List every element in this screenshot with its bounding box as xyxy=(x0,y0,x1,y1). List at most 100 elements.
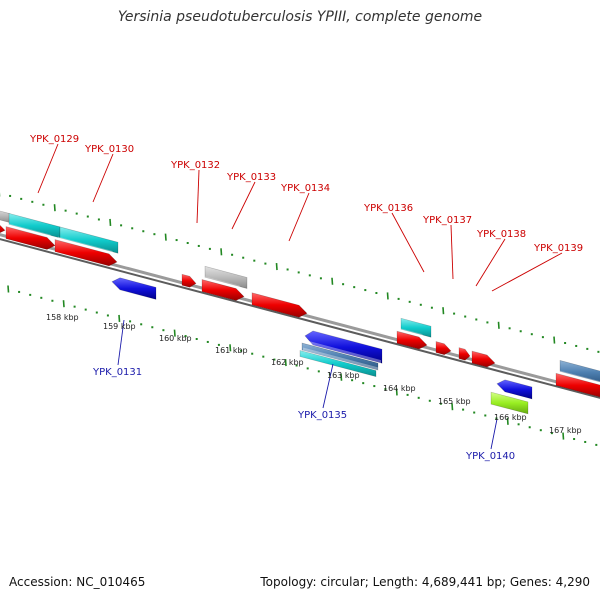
outer-tick-minor-tick xyxy=(397,297,400,300)
outer-tick-minor-tick xyxy=(453,312,456,315)
leader-line xyxy=(196,169,200,224)
gene-ypk-0133-red xyxy=(201,279,245,301)
outer-tick-minor-tick xyxy=(75,212,78,215)
outer-tick-minor-tick xyxy=(97,218,100,221)
inner-tick-major-tick xyxy=(506,417,509,425)
inner-tick-minor-tick xyxy=(417,396,420,399)
inner-tick-minor-tick xyxy=(495,417,498,420)
leader-line xyxy=(450,224,454,280)
inner-tick-minor-tick xyxy=(351,379,354,382)
outer-tick-minor-tick xyxy=(353,286,356,289)
outer-tick-minor-tick xyxy=(408,300,411,303)
outer-tick-minor-tick xyxy=(342,283,345,286)
inner-tick-minor-tick xyxy=(29,293,32,296)
inner-tick-minor-tick xyxy=(473,411,476,414)
scale-label: 165 kbp xyxy=(438,397,471,406)
inner-tick-major-tick xyxy=(118,314,121,322)
inner-tick-major-tick xyxy=(451,403,454,411)
inner-tick-minor-tick xyxy=(306,367,309,370)
gene-ypk-0137 xyxy=(435,341,452,356)
inner-tick-minor-tick xyxy=(362,382,365,385)
outer-tick-minor-tick xyxy=(175,239,178,242)
gene-ypk-0131 xyxy=(111,277,157,300)
inner-tick-major-tick xyxy=(173,329,176,337)
outer-tick-minor-tick xyxy=(564,342,567,345)
leader-line xyxy=(288,192,310,242)
inner-tick-minor-tick xyxy=(573,438,576,441)
inner-tick-minor-tick xyxy=(217,343,220,346)
outer-tick-minor-tick xyxy=(430,306,433,309)
inner-tick-major-tick xyxy=(284,358,287,367)
gene-label-ypk-0137: YPK_0137 xyxy=(422,215,472,226)
gene-ypk-0135-cyan xyxy=(299,350,377,378)
outer-tick-minor-tick xyxy=(530,333,533,336)
leader-line xyxy=(92,153,114,203)
outer-tick-minor-tick xyxy=(197,244,200,247)
gene-label-ypk-0129: YPK_0129 xyxy=(29,134,79,145)
outer-tick-minor-tick xyxy=(597,350,600,353)
gene-label-ypk-0133: YPK_0133 xyxy=(226,172,276,183)
inner-tick-minor-tick xyxy=(550,432,553,435)
outer-tick-minor-tick xyxy=(464,315,467,318)
gene-label-ypk-0140: YPK_0140 xyxy=(465,451,515,462)
outer-tick-minor-tick xyxy=(120,224,123,227)
gene-ypk-0140 xyxy=(496,379,533,400)
gene-label-ypk-0134: YPK_0134 xyxy=(280,183,330,194)
outer-tick-minor-tick xyxy=(242,256,245,259)
inner-tick-major-tick xyxy=(62,300,65,308)
scale-label: 159 kbp xyxy=(103,322,136,331)
outer-tick-minor-tick xyxy=(64,209,67,212)
outer-tick-major-tick xyxy=(553,336,556,344)
outer-tick-minor-tick xyxy=(208,247,211,250)
outer-tick-minor-tick xyxy=(575,344,578,347)
inner-tick-minor-tick xyxy=(129,320,132,323)
inner-tick-major-tick xyxy=(395,388,398,396)
inner-tick-minor-tick xyxy=(328,373,331,376)
outer-tick-minor-tick xyxy=(231,253,234,256)
leader-line xyxy=(475,238,506,287)
inner-tick-minor-tick xyxy=(595,443,598,446)
gene-label-ypk-0131: YPK_0131 xyxy=(92,367,142,378)
scale-label: 160 kbp xyxy=(159,334,192,343)
outer-tick-minor-tick xyxy=(286,268,289,271)
outer-tick-minor-tick xyxy=(9,194,12,197)
gene-ypk-0140-lime xyxy=(490,391,529,415)
inner-tick-major-tick xyxy=(229,344,232,352)
outer-tick-minor-tick xyxy=(86,215,89,218)
inner-tick-minor-tick xyxy=(317,370,320,373)
gene-ypk-0135 xyxy=(304,330,383,364)
inner-tick-minor-tick xyxy=(51,299,54,302)
inner-tick-minor-tick xyxy=(18,290,21,293)
scale-label: 163 kbp xyxy=(327,371,360,380)
inner-tick-minor-tick xyxy=(95,311,98,314)
leader-line xyxy=(391,212,425,273)
gene-ypk-0130-red xyxy=(54,239,118,267)
gene-ypk-0130-cyan xyxy=(59,226,119,254)
gene-label-ypk-0135: YPK_0135 xyxy=(297,410,347,421)
inner-tick-minor-tick xyxy=(373,385,376,388)
genome-stats-text: Topology: circular; Length: 4,689,441 bp… xyxy=(260,575,590,589)
scale-label: 161 kbp xyxy=(215,346,248,355)
inner-tick-minor-tick xyxy=(140,323,143,326)
scale-label: 167 kbp xyxy=(549,426,582,435)
outer-tick-minor-tick xyxy=(297,271,300,274)
scale-label: 162 kbp xyxy=(271,358,304,367)
outer-tick-minor-tick xyxy=(586,347,589,350)
outer-tick-minor-tick xyxy=(541,336,544,339)
leader-line xyxy=(491,252,563,292)
leader-line xyxy=(231,181,256,230)
outer-tick-major-tick xyxy=(497,321,500,329)
outer-tick-minor-tick xyxy=(153,233,156,236)
outer-tick-major-tick xyxy=(331,277,334,285)
inner-tick-minor-tick xyxy=(517,423,520,426)
outer-tick-minor-tick xyxy=(519,330,522,333)
inner-tick-major-tick xyxy=(340,373,343,381)
inner-tick-minor-tick xyxy=(195,338,198,341)
leader-line xyxy=(490,418,498,450)
outer-tick-minor-tick xyxy=(142,230,145,233)
scale-label: 166 kbp xyxy=(494,413,527,422)
inner-tick-minor-tick xyxy=(84,308,87,311)
gene-ypk-0129-red xyxy=(5,226,56,250)
outer-tick-minor-tick xyxy=(253,259,256,262)
